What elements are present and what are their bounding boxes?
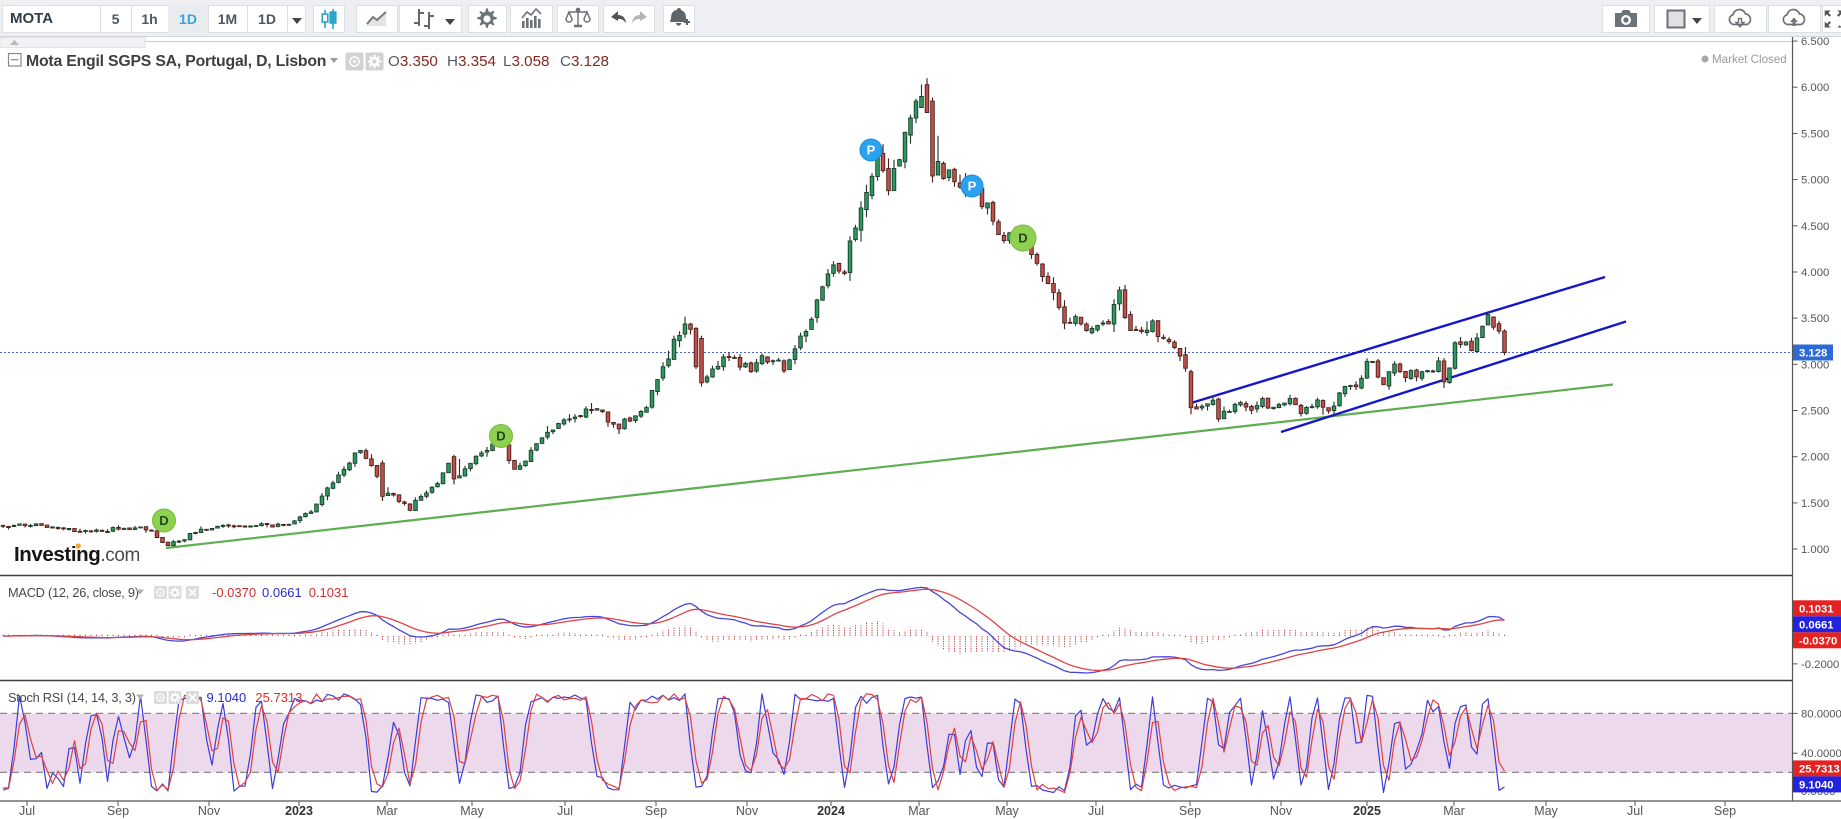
svg-text:-0.0370: -0.0370 — [1799, 636, 1837, 648]
svg-text:Sep: Sep — [645, 804, 667, 818]
svg-text:O3.350: O3.350 — [388, 53, 438, 70]
svg-text:Mota Engil SGPS SA, Portugal,: Mota Engil SGPS SA, Portugal, D, Lisbon — [26, 53, 326, 70]
svg-text:5.500: 5.500 — [1801, 128, 1829, 140]
svg-text:Sep: Sep — [1714, 804, 1736, 818]
svg-text:9.1040: 9.1040 — [207, 690, 247, 705]
svg-text:Sep: Sep — [1179, 804, 1201, 818]
svg-text:C3.128: C3.128 — [560, 53, 609, 70]
svg-text:May: May — [460, 804, 484, 818]
svg-text:2.500: 2.500 — [1801, 406, 1829, 418]
svg-text:3.000: 3.000 — [1801, 359, 1829, 371]
svg-text:25.7313: 25.7313 — [1799, 764, 1840, 776]
svg-text:0.1031: 0.1031 — [1799, 604, 1834, 616]
svg-text:May: May — [995, 804, 1019, 818]
svg-text:-0.2000: -0.2000 — [1801, 659, 1839, 671]
svg-text:May: May — [1534, 804, 1558, 818]
svg-text:P: P — [867, 143, 876, 158]
svg-text:Market Closed: Market Closed — [1712, 53, 1787, 66]
svg-text:Mar: Mar — [376, 804, 398, 818]
svg-text:Nov: Nov — [198, 804, 221, 818]
svg-text:5.000: 5.000 — [1801, 175, 1829, 187]
svg-text:L3.058: L3.058 — [503, 53, 549, 70]
svg-text:4.000: 4.000 — [1801, 267, 1829, 279]
svg-text:H3.354: H3.354 — [447, 53, 496, 70]
svg-text:0.0661: 0.0661 — [1799, 620, 1834, 632]
svg-text:D: D — [1018, 231, 1027, 246]
svg-text:Jul: Jul — [1627, 804, 1643, 818]
svg-text:Mar: Mar — [1443, 804, 1465, 818]
svg-text:D: D — [159, 513, 168, 528]
svg-text:2.000: 2.000 — [1801, 452, 1829, 464]
svg-text:80.0000: 80.0000 — [1801, 708, 1841, 720]
svg-text:25.7313: 25.7313 — [255, 690, 302, 705]
svg-text:1.500: 1.500 — [1801, 498, 1829, 510]
svg-text:9.1040: 9.1040 — [1799, 780, 1834, 792]
svg-text:D: D — [496, 429, 505, 444]
svg-text:2025: 2025 — [1353, 804, 1381, 818]
svg-text:2023: 2023 — [285, 804, 313, 818]
svg-text:Jul: Jul — [557, 804, 573, 818]
svg-text:Nov: Nov — [736, 804, 759, 818]
svg-text:Jul: Jul — [1088, 804, 1104, 818]
svg-text:Jul: Jul — [19, 804, 35, 818]
svg-text:2024: 2024 — [817, 804, 845, 818]
svg-text:Investing.com: Investing.com — [14, 543, 140, 566]
svg-text:3.500: 3.500 — [1801, 313, 1829, 325]
svg-text:P: P — [968, 179, 977, 194]
svg-text:1.000: 1.000 — [1801, 544, 1829, 556]
svg-text:Stoch RSI (14, 14, 3, 3): Stoch RSI (14, 14, 3, 3) — [8, 690, 136, 705]
svg-text:Sep: Sep — [107, 804, 129, 818]
svg-text:40.0000: 40.0000 — [1801, 748, 1841, 760]
svg-text:0.1031: 0.1031 — [309, 585, 349, 600]
svg-text:3.128: 3.128 — [1799, 348, 1827, 360]
svg-text:0.0661: 0.0661 — [262, 585, 302, 600]
svg-text:MACD (12, 26, close, 9): MACD (12, 26, close, 9) — [8, 585, 139, 600]
svg-text:-0.0370: -0.0370 — [212, 585, 256, 600]
svg-text:Nov: Nov — [1270, 804, 1293, 818]
svg-text:4.500: 4.500 — [1801, 221, 1829, 233]
svg-text:6.000: 6.000 — [1801, 82, 1829, 94]
svg-text:Mar: Mar — [908, 804, 930, 818]
svg-text:6.500: 6.500 — [1801, 36, 1829, 48]
